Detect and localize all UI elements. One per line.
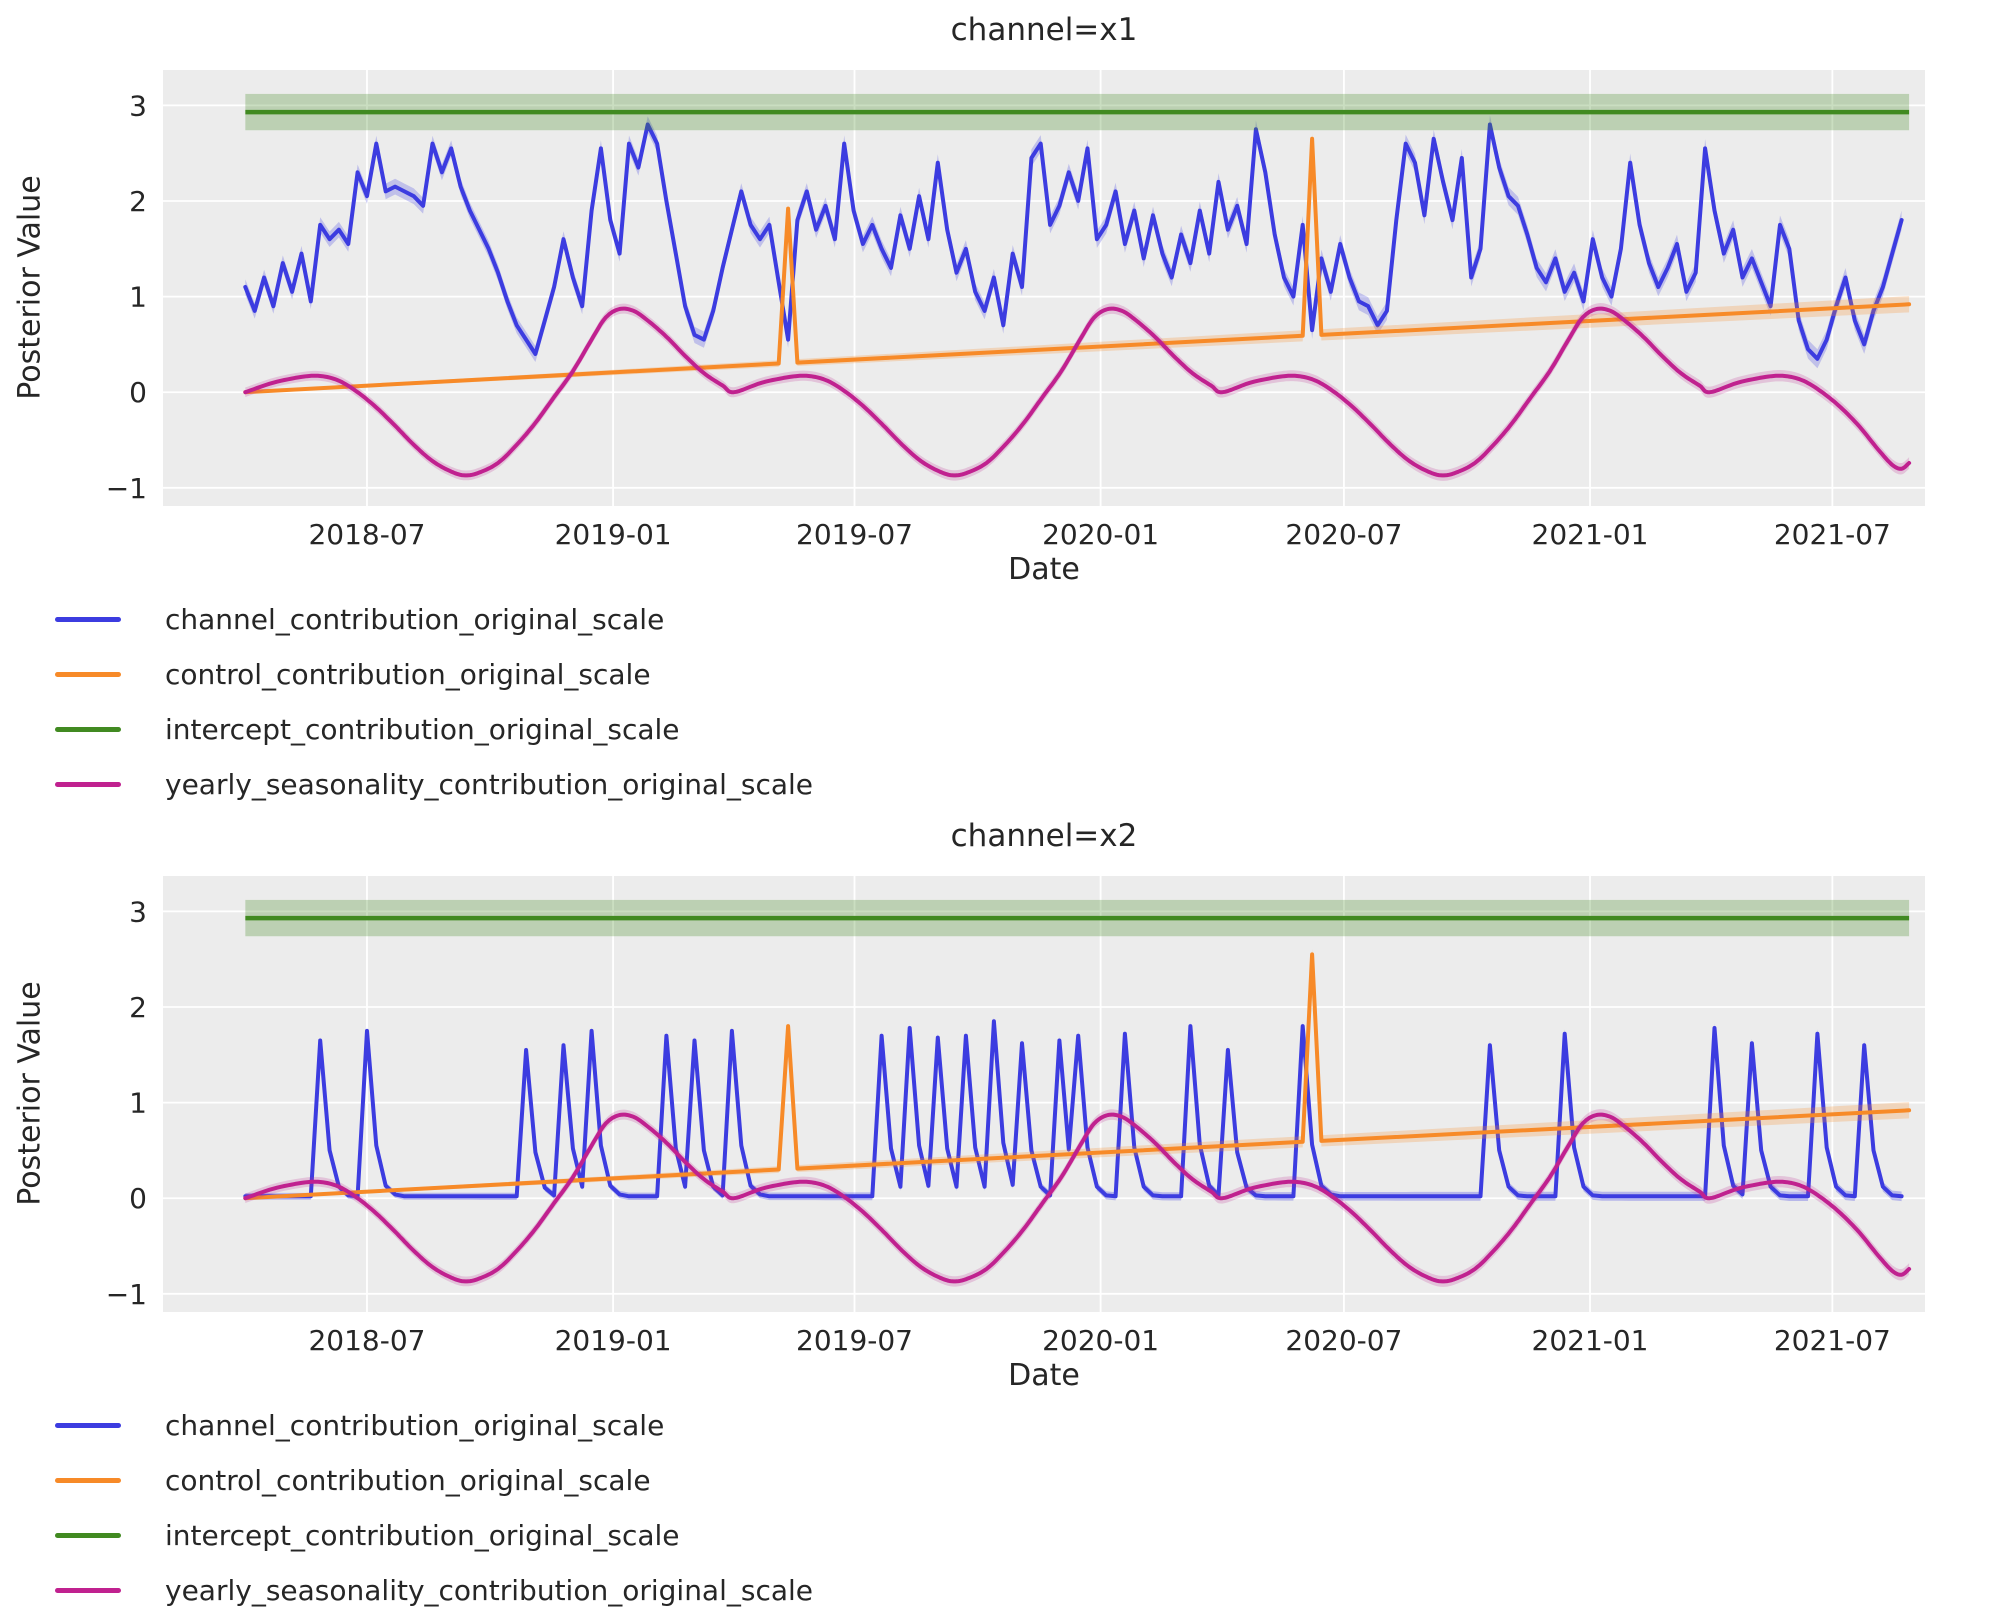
chart2-canvas: 3 2 1 0 −1 2018-07 2019-01 2019-07 2020-01 2020-0… — [106, 876, 1925, 1357]
svg-text:1: 1 — [129, 1087, 147, 1120]
legend-item: control_contribution_original_scale — [55, 647, 813, 702]
svg-text:2018-07: 2018-07 — [308, 1324, 425, 1357]
legend-item: intercept_contribution_original_scale — [55, 1508, 813, 1563]
svg-text:2020-07: 2020-07 — [1285, 1324, 1402, 1357]
legend-label: channel_contribution_original_scale — [165, 1409, 665, 1442]
intercept-line-swatch — [55, 727, 121, 732]
svg-text:−1: −1 — [106, 1278, 147, 1311]
legend-label: yearly_seasonality_contribution_original… — [165, 1574, 814, 1607]
legend-label: intercept_contribution_original_scale — [165, 713, 680, 746]
seasonality-line-swatch — [55, 782, 121, 787]
control-line-swatch — [55, 1478, 121, 1483]
svg-text:2019-07: 2019-07 — [796, 518, 913, 551]
svg-text:3: 3 — [129, 895, 147, 928]
svg-text:2021-07: 2021-07 — [1774, 1324, 1891, 1357]
chart1-title: channel=x1 — [950, 12, 1138, 48]
chart2-title: channel=x2 — [950, 818, 1138, 854]
svg-text:0: 0 — [129, 1182, 147, 1215]
legend-label: intercept_contribution_original_scale — [165, 1519, 680, 1552]
svg-text:1: 1 — [129, 281, 147, 314]
chart1-canvas: 3 2 1 0 −1 2018-07 2019-01 2019-07 2020-01 2020-0… — [106, 70, 1925, 551]
channel-line-swatch — [55, 1423, 121, 1428]
svg-text:−1: −1 — [106, 472, 147, 505]
legend-item: yearly_seasonality_contribution_original… — [55, 1563, 813, 1618]
chart1-legend: channel_contribution_original_scale cont… — [55, 592, 813, 812]
channel-line-swatch — [55, 617, 121, 622]
svg-text:2021-07: 2021-07 — [1774, 518, 1891, 551]
svg-text:2020-07: 2020-07 — [1285, 518, 1402, 551]
legend-label: yearly_seasonality_contribution_original… — [165, 768, 814, 801]
svg-text:3: 3 — [129, 89, 147, 122]
svg-text:0: 0 — [129, 376, 147, 409]
svg-text:2: 2 — [129, 185, 147, 218]
svg-text:2020-01: 2020-01 — [1042, 518, 1159, 551]
control-line-swatch — [55, 672, 121, 677]
svg-text:2: 2 — [129, 991, 147, 1024]
svg-text:2019-01: 2019-01 — [555, 518, 672, 551]
chart2-xlabel: Date — [1008, 1358, 1080, 1393]
chart2-legend: channel_contribution_original_scale cont… — [55, 1398, 813, 1618]
svg-text:2021-01: 2021-01 — [1532, 1324, 1649, 1357]
seasonality-line-swatch — [55, 1588, 121, 1593]
svg-text:2019-01: 2019-01 — [555, 1324, 672, 1357]
svg-text:2020-01: 2020-01 — [1042, 1324, 1159, 1357]
legend-item: channel_contribution_original_scale — [55, 592, 813, 647]
svg-text:2021-01: 2021-01 — [1532, 518, 1649, 551]
chart1-xlabel: Date — [1008, 552, 1080, 587]
legend-item: control_contribution_original_scale — [55, 1453, 813, 1508]
legend-item: intercept_contribution_original_scale — [55, 702, 813, 757]
legend-label: channel_contribution_original_scale — [165, 603, 665, 636]
legend-label: control_contribution_original_scale — [165, 658, 651, 691]
legend-item: channel_contribution_original_scale — [55, 1398, 813, 1453]
legend-label: control_contribution_original_scale — [165, 1464, 651, 1497]
svg-text:2019-07: 2019-07 — [796, 1324, 913, 1357]
intercept-line-swatch — [55, 1533, 121, 1538]
svg-text:2018-07: 2018-07 — [308, 518, 425, 551]
legend-item: yearly_seasonality_contribution_original… — [55, 757, 813, 812]
